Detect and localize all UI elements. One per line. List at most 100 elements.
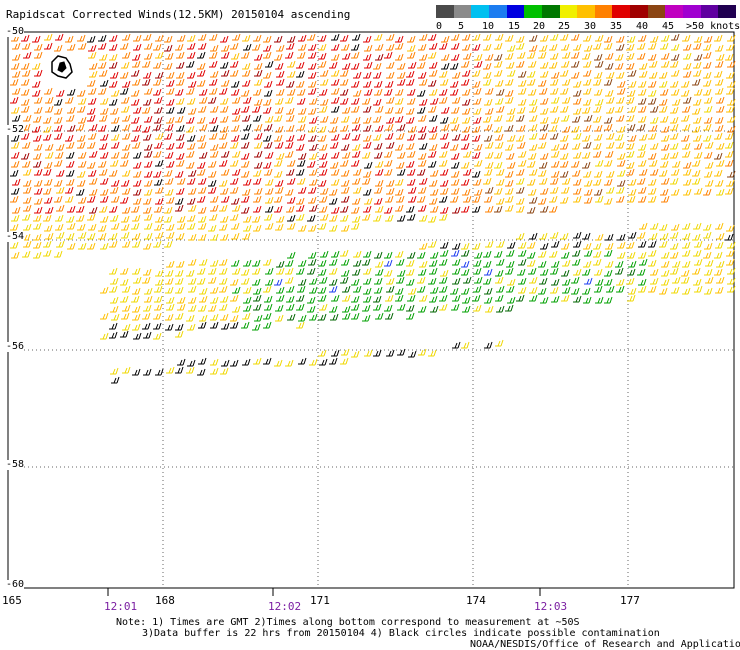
wind-barb: [197, 368, 206, 376]
wind-barb: [507, 134, 516, 142]
wind-barb: [529, 44, 538, 52]
wind-barb: [143, 98, 152, 106]
wind-barb: [187, 177, 196, 185]
wind-barb: [133, 34, 142, 42]
wind-barb: [144, 42, 153, 50]
wind-barb: [452, 96, 461, 104]
wind-barb: [606, 170, 615, 178]
wind-barb: [230, 69, 239, 77]
wind-barb: [397, 214, 406, 222]
wind-barb: [275, 186, 284, 194]
wind-barb: [12, 42, 21, 50]
wind-barb: [373, 133, 382, 141]
wind-barb: [89, 123, 98, 131]
wind-barb: [616, 186, 625, 194]
wind-barb: [110, 71, 119, 79]
legend-swatch: [665, 5, 684, 18]
wind-barb: [241, 277, 250, 285]
wind-barb: [341, 115, 350, 123]
wind-barb: [407, 88, 416, 96]
wind-barb: [374, 142, 383, 150]
wind-barb: [617, 251, 626, 259]
wind-barb: [188, 233, 197, 241]
wind-barb: [429, 61, 438, 69]
wind-barb: [276, 70, 285, 78]
wind-barb: [109, 331, 118, 339]
wind-barb: [364, 61, 373, 69]
wind-barb: [242, 114, 251, 122]
wind-barb: [87, 161, 96, 169]
wind-barb: [121, 96, 130, 104]
wind-barb: [714, 268, 723, 276]
wind-barb: [397, 78, 406, 86]
wind-barb: [342, 151, 351, 159]
wind-barb: [637, 268, 646, 276]
wind-barb: [452, 341, 461, 349]
wind-barb: [286, 114, 295, 122]
wind-barb: [529, 143, 538, 151]
wind-barb: [43, 240, 52, 248]
wind-barb: [384, 168, 393, 176]
wind-barb: [164, 35, 173, 43]
wind-barb: [286, 295, 295, 303]
wind-barb: [386, 33, 395, 41]
wind-barb: [296, 303, 305, 311]
wind-barb: [692, 177, 701, 185]
wind-barb: [78, 97, 87, 105]
wind-barb: [484, 296, 493, 304]
wind-barb: [308, 258, 317, 266]
wind-barb: [529, 196, 538, 204]
wind-barb: [681, 89, 690, 97]
wind-barb: [109, 43, 118, 51]
wind-barb: [177, 222, 186, 230]
wind-barb: [462, 98, 471, 106]
legend-swatch: [524, 5, 543, 18]
wind-barb: [78, 151, 87, 159]
wind-barb: [439, 88, 448, 96]
wind-barb: [122, 187, 131, 195]
wind-barb: [274, 195, 283, 203]
wind-barb: [133, 124, 142, 132]
wind-barb: [374, 286, 383, 294]
wind-barb: [241, 268, 250, 276]
wind-barb: [397, 151, 406, 159]
wind-barb: [604, 78, 613, 86]
wind-barb: [219, 87, 228, 95]
wind-barb: [439, 70, 448, 78]
wind-barb: [309, 168, 318, 176]
wind-barb: [681, 276, 690, 284]
lat-label: -56: [6, 341, 25, 352]
wind-barb: [54, 124, 63, 132]
wind-barb: [319, 152, 328, 160]
wind-barb: [342, 305, 351, 313]
wind-barb: [540, 268, 549, 276]
wind-barb: [617, 159, 626, 167]
wind-barb: [461, 242, 470, 250]
wind-barb: [153, 123, 162, 131]
wind-barb: [551, 150, 560, 158]
wind-barb: [506, 61, 515, 69]
wind-barb: [132, 214, 141, 222]
wind-barb: [110, 159, 119, 167]
wind-barb: [461, 142, 470, 150]
wind-barb: [659, 169, 668, 177]
wind-barb: [418, 132, 427, 140]
wind-barb: [605, 62, 614, 70]
wind-barb: [34, 69, 43, 77]
wind-barb: [363, 295, 372, 303]
wind-barb: [209, 116, 218, 124]
wind-barb: [109, 34, 118, 42]
wind-barb: [220, 215, 229, 223]
wind-barb: [188, 296, 197, 304]
wind-barb: [485, 240, 494, 248]
wind-barb: [342, 132, 351, 140]
wind-barb: [441, 62, 450, 70]
wind-barb: [187, 323, 196, 331]
wind-barb: [198, 141, 207, 149]
wind-barb: [451, 249, 460, 257]
wind-barb: [518, 87, 527, 95]
wind-barb: [715, 116, 724, 124]
wind-barb: [364, 349, 373, 357]
wind-barb: [439, 285, 448, 293]
wind-barb: [505, 304, 514, 312]
